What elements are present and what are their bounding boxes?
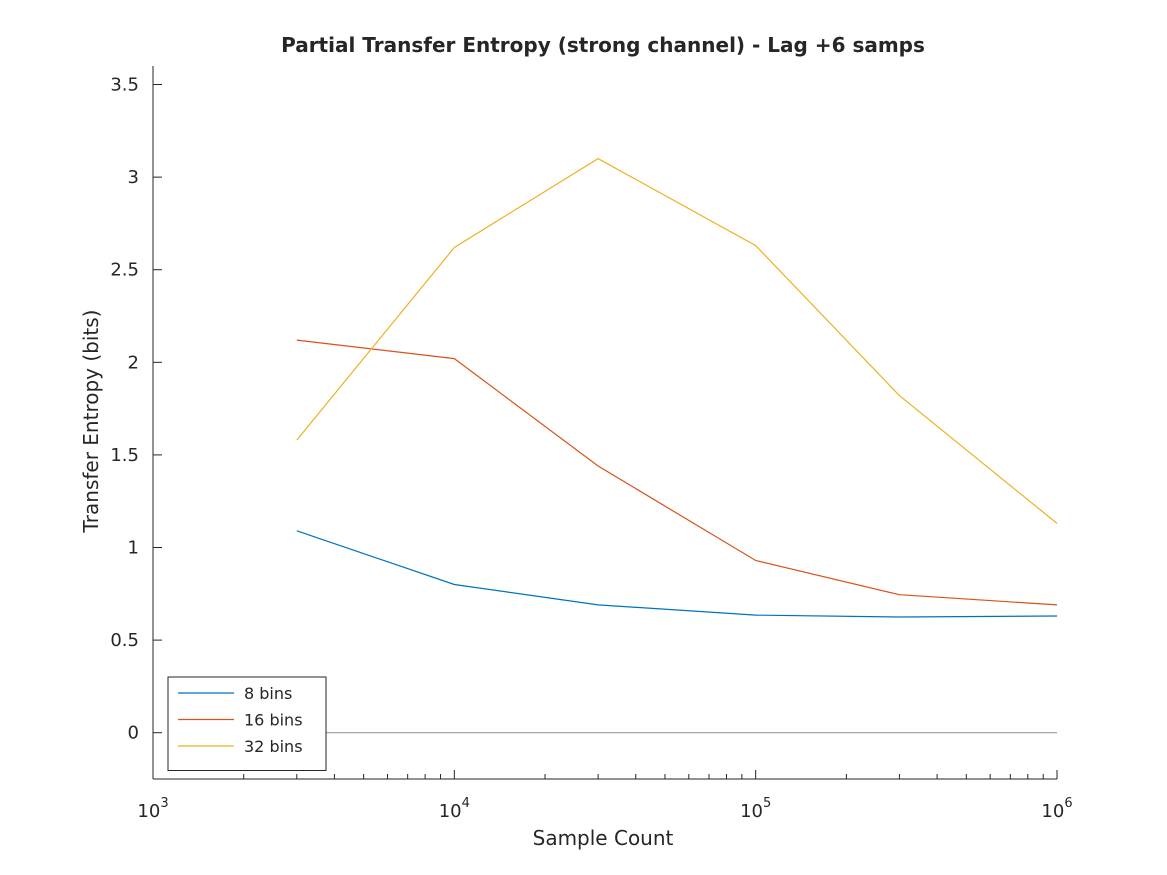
legend-label-3: 32 bins (244, 737, 303, 756)
y-tick-label: 2 (128, 352, 139, 373)
y-tick-label: 0.5 (110, 630, 139, 651)
y-tick-label: 0 (128, 723, 139, 744)
legend-label-2: 16 bins (244, 711, 303, 730)
x-tick-label: 105 (740, 796, 771, 822)
legend: 8 bins 16 bins 32 bins (167, 676, 327, 771)
x-tick-label: 106 (1041, 796, 1072, 822)
series-line-3 (296, 157, 1058, 524)
y-axis-label: Transfer Entropy (bits) (79, 310, 103, 534)
series-line-2 (296, 339, 1058, 606)
plot-area: 0 0.5 1 1.5 2 2.5 3 3.5 103 104 105 106 (110, 66, 1073, 822)
y-tick-label: 1.5 (110, 445, 139, 466)
x-axis-label: Sample Count (533, 826, 674, 850)
chart-title: Partial Transfer Entropy (strong channel… (281, 33, 925, 57)
y-tick-label: 3.5 (110, 75, 139, 96)
x-tick-label: 104 (439, 796, 470, 822)
x-tick-label: 103 (137, 796, 168, 822)
legend-label-1: 8 bins (244, 684, 292, 703)
y-tick-label: 3 (128, 167, 139, 188)
y-tick-label: 2.5 (110, 260, 139, 281)
series-line-1 (296, 530, 1058, 618)
y-tick-label: 1 (128, 538, 139, 559)
